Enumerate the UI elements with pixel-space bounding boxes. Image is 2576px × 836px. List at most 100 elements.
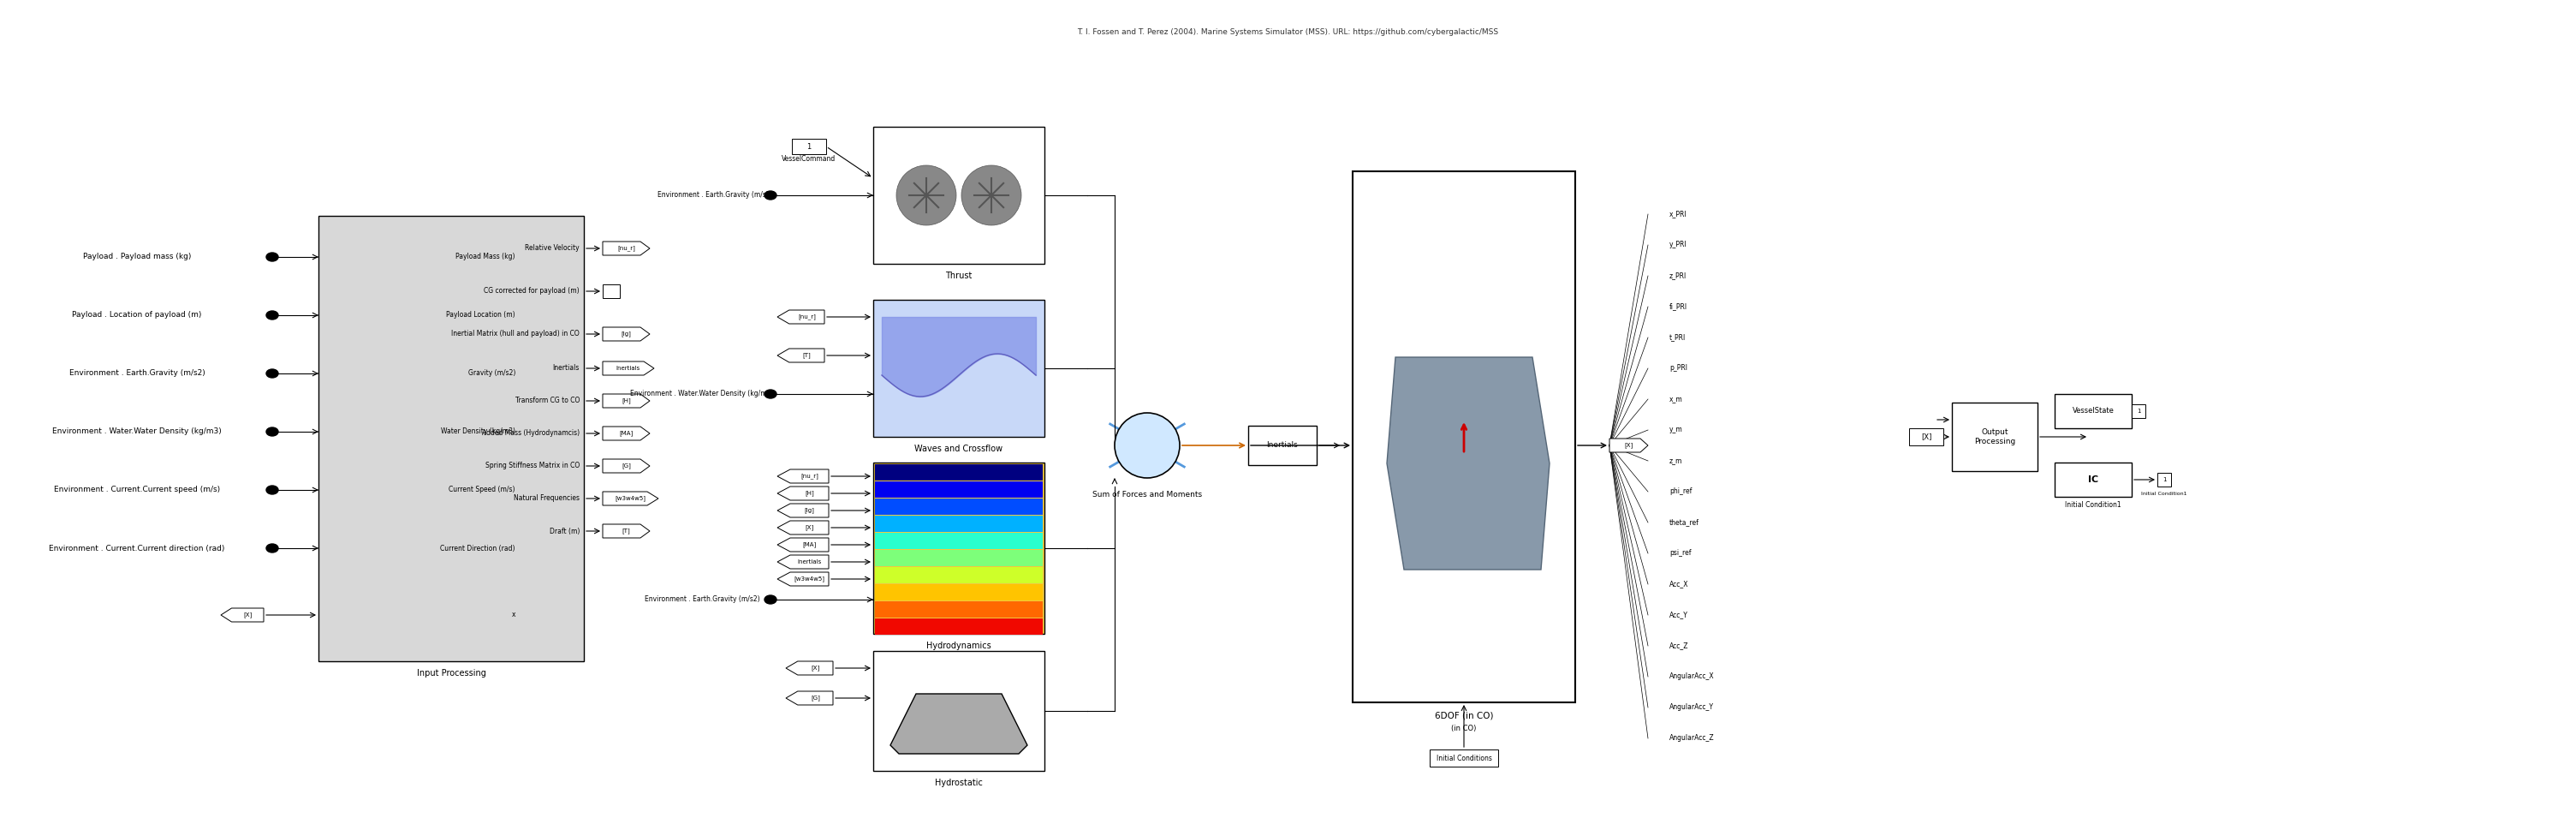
Polygon shape [1386,357,1551,569]
Polygon shape [778,349,824,362]
Text: Inertial Matrix (hull and payload) in CO: Inertial Matrix (hull and payload) in CO [451,330,580,338]
FancyBboxPatch shape [2156,473,2172,487]
Text: [G]: [G] [621,463,631,469]
Text: Transform CG to CO: Transform CG to CO [515,397,580,405]
Text: Waves and Crossflow: Waves and Crossflow [914,445,1002,453]
Text: Initial Condition1: Initial Condition1 [2141,492,2187,496]
FancyBboxPatch shape [876,619,1043,635]
Text: Inertials: Inertials [1267,441,1298,449]
Text: [X]: [X] [1625,442,1633,448]
Ellipse shape [265,427,278,436]
Text: theta_ref: theta_ref [1669,518,1700,527]
Polygon shape [778,572,829,586]
Text: phi_ref: phi_ref [1669,488,1692,496]
Text: AngularAcc_Y: AngularAcc_Y [1669,704,1713,711]
Text: Inertials: Inertials [554,364,580,372]
Text: x_m: x_m [1669,395,1682,403]
Text: Current Speed (m/s): Current Speed (m/s) [448,486,515,494]
Text: Payload Mass (kg): Payload Mass (kg) [456,253,515,261]
Text: [Ig]: [Ig] [804,507,814,513]
Text: 1: 1 [2161,477,2166,482]
Text: x_PRI: x_PRI [1669,211,1687,218]
Text: Initial Condition1: Initial Condition1 [2066,502,2120,509]
FancyBboxPatch shape [876,567,1043,584]
Ellipse shape [765,191,775,200]
Text: Gravity (m/s2): Gravity (m/s2) [469,370,515,377]
Text: Spring Stiffness Matrix in CO: Spring Stiffness Matrix in CO [484,462,580,470]
Text: IC: IC [2089,476,2099,484]
Polygon shape [778,310,824,324]
Polygon shape [603,426,649,441]
Polygon shape [786,661,832,675]
Text: CG corrected for payload (m): CG corrected for payload (m) [484,288,580,295]
FancyBboxPatch shape [876,584,1043,600]
FancyBboxPatch shape [873,651,1043,771]
Text: Relative Velocity: Relative Velocity [526,245,580,252]
Text: [H]: [H] [621,398,631,404]
Text: x: x [513,611,515,619]
FancyBboxPatch shape [876,533,1043,549]
Polygon shape [603,492,659,506]
Text: [w3w4w5]: [w3w4w5] [793,576,824,582]
Ellipse shape [265,486,278,494]
Ellipse shape [265,370,278,378]
Text: [nu_r]: [nu_r] [799,314,817,320]
Text: Water Density (kg/m3): Water Density (kg/m3) [440,428,515,436]
FancyBboxPatch shape [791,139,827,154]
Polygon shape [778,521,829,534]
Text: (in CO): (in CO) [1450,724,1476,732]
Text: 1: 1 [806,143,811,150]
Ellipse shape [265,311,278,319]
Text: Environment . Earth.Gravity (m/s2): Environment . Earth.Gravity (m/s2) [70,370,206,377]
FancyBboxPatch shape [876,516,1043,532]
Polygon shape [603,524,649,538]
Text: [X]: [X] [806,525,814,531]
Circle shape [1115,413,1180,478]
Text: AngularAcc_Z: AngularAcc_Z [1669,735,1716,742]
Polygon shape [778,487,829,500]
Text: Draft (m): Draft (m) [549,528,580,535]
FancyBboxPatch shape [1953,403,2038,472]
Text: [X]: [X] [1922,433,1932,441]
Text: t_PRI: t_PRI [1669,334,1685,341]
Polygon shape [1610,439,1649,452]
Text: Payload . Payload mass (kg): Payload . Payload mass (kg) [82,253,191,261]
Polygon shape [222,608,263,622]
FancyBboxPatch shape [2056,462,2133,497]
Text: fi_PRI: fi_PRI [1669,303,1687,310]
Text: VesselCommand: VesselCommand [783,155,837,163]
FancyBboxPatch shape [1430,750,1499,767]
Ellipse shape [765,390,775,398]
Text: Environment . Water.Water Density (kg/m3): Environment . Water.Water Density (kg/m3… [52,428,222,436]
Text: y_PRI: y_PRI [1669,241,1687,249]
Text: Thrust: Thrust [945,272,971,280]
Text: Added Mass (Hydrodynamcis): Added Mass (Hydrodynamcis) [482,430,580,437]
Text: [T]: [T] [621,528,631,534]
Polygon shape [778,469,829,483]
Text: Input Processing: Input Processing [417,669,487,677]
Circle shape [896,166,956,225]
FancyBboxPatch shape [876,482,1043,497]
Text: z_m: z_m [1669,457,1682,465]
Polygon shape [778,538,829,552]
Text: [MA]: [MA] [804,542,817,548]
Text: Hydrodynamics: Hydrodynamics [927,641,992,650]
Text: VesselState: VesselState [2071,407,2115,415]
Text: [MA]: [MA] [618,431,634,436]
Ellipse shape [765,595,775,604]
Polygon shape [603,242,649,255]
Text: Acc_Z: Acc_Z [1669,642,1690,650]
Text: [Ig]: [Ig] [621,331,631,337]
Polygon shape [603,459,649,473]
FancyBboxPatch shape [876,601,1043,618]
Circle shape [961,166,1020,225]
Text: Payload . Location of payload (m): Payload . Location of payload (m) [72,311,201,319]
Text: Inertials: Inertials [616,366,641,371]
Text: Output
Processing: Output Processing [1973,429,2014,445]
Text: [G]: [G] [811,696,819,701]
FancyBboxPatch shape [873,300,1043,437]
FancyBboxPatch shape [603,284,621,298]
FancyBboxPatch shape [1249,426,1316,465]
Ellipse shape [265,252,278,261]
Polygon shape [603,394,649,408]
